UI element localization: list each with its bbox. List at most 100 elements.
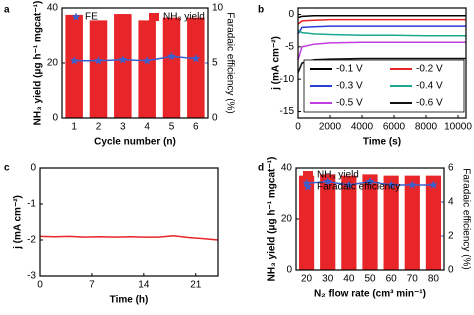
panel-label: d [258, 163, 264, 174]
x-tick-label: 5 [169, 122, 175, 133]
x-axis-title: N₂ flow rate (cm³ min⁻¹) [314, 289, 426, 300]
legend-swatch [303, 171, 313, 179]
legend-swatch [303, 182, 313, 191]
y-tick-label: -10 [280, 74, 295, 85]
x-tick-label: 14 [138, 280, 150, 291]
star-marker [302, 178, 311, 187]
bar [65, 14, 83, 118]
panel-label: a [4, 5, 10, 16]
legend-label: Faradaic efficiency [317, 182, 400, 193]
bar [404, 175, 420, 270]
panel-label: c [4, 163, 10, 174]
y2-tick-label: 10 [212, 3, 224, 14]
legend-label: -0.1 V [336, 64, 363, 75]
legend-label: -0.5 V [336, 98, 363, 109]
bar [187, 17, 205, 118]
series-line [297, 15, 466, 19]
y-tick-label: -15 [280, 106, 295, 117]
y-tick-label: 0 [30, 163, 36, 174]
series-line [297, 29, 466, 37]
y2-axis-title: Faradaic efficiency (%) [224, 12, 235, 114]
legend-label: -0.6 V [416, 98, 443, 109]
star-marker [365, 177, 375, 186]
legend-label: NH₃ yield [317, 170, 359, 181]
x-tick-label: 3 [120, 122, 126, 133]
x-axis-title: Cycle number (n) [94, 137, 176, 148]
series-line [297, 25, 466, 35]
plot-frame [297, 7, 467, 119]
y-tick-label: 40 [281, 163, 293, 174]
y-axis-title: NH₃ yield (μg h⁻¹ mgcat⁻¹) [33, 1, 44, 126]
y-tick-label: 20 [47, 58, 59, 69]
y-axis-title: j (mA cm⁻²) [13, 195, 24, 250]
star-marker [167, 51, 176, 60]
y-axis-title: j (mA cm⁻²) [271, 36, 282, 91]
x-tick-label: 8000 [415, 122, 438, 133]
x-tick-label: 80 [428, 274, 440, 285]
y-tick-label: -5 [285, 41, 294, 52]
y-tick-label: -2 [27, 235, 36, 246]
bar [383, 175, 399, 270]
y2-tick-label: 2 [448, 231, 454, 242]
x-tick-label: 0 [37, 280, 43, 291]
x-tick-label: 20 [301, 274, 313, 285]
plot-frame [295, 167, 445, 271]
y2-tick-label: 0 [212, 113, 218, 124]
legend-label: FE [85, 12, 98, 23]
legend-swatch [149, 13, 159, 21]
bar [425, 175, 442, 270]
x-tick-label: 0 [295, 122, 301, 133]
x-tick-label: 40 [343, 274, 355, 285]
y-tick-label: 0 [52, 113, 58, 124]
bar [362, 174, 378, 270]
x-tick-label: 4000 [351, 122, 374, 133]
bar [138, 20, 156, 118]
y-tick-label: 40 [47, 3, 59, 14]
legend-label: -0.4 V [416, 81, 443, 92]
legend-swatch [71, 12, 81, 21]
star-marker [386, 180, 396, 189]
x-tick-label: 6 [193, 122, 199, 133]
bar [341, 175, 357, 270]
x-tick-label: 4 [144, 122, 150, 133]
x-tick-label: 70 [407, 274, 419, 285]
legend-label: -0.2 V [416, 64, 443, 75]
plot-frame [39, 167, 219, 277]
y-tick-label: -1 [27, 199, 36, 210]
star-marker [323, 177, 332, 186]
x-tick-label: 7 [89, 280, 95, 291]
x-tick-label: 50 [364, 274, 376, 285]
y2-tick-label: 6 [448, 163, 454, 174]
y2-axis-title: Faradaic efficiency (%) [460, 168, 471, 270]
x-axis-title: Time (h) [110, 295, 149, 306]
bar [298, 175, 315, 270]
y-axis-title: NH₃ yield (μg h⁻¹ mgcat⁻¹) [267, 157, 278, 282]
y-tick-label: -3 [27, 271, 36, 282]
x-tick-label: 10000 [444, 122, 472, 133]
bar [162, 17, 181, 118]
x-tick-label: 21 [190, 280, 202, 291]
x-tick-label: 30 [322, 274, 334, 285]
y-tick-label: 0 [288, 9, 294, 20]
x-tick-label: 6000 [383, 122, 406, 133]
panel-label: b [258, 5, 264, 16]
star-marker [142, 56, 152, 65]
legend-label: NH₃ yield [163, 12, 205, 23]
x-tick-label: 2000 [319, 122, 342, 133]
y-tick-label: 20 [281, 214, 293, 225]
bar [114, 14, 132, 118]
x-tick-label: 60 [386, 274, 398, 285]
x-tick-label: 1 [71, 122, 77, 133]
series-line [39, 234, 219, 241]
bar [89, 20, 108, 118]
series-line [297, 41, 466, 61]
series-line [74, 55, 196, 62]
series-line [297, 18, 466, 25]
plot-frame [61, 7, 209, 119]
bar [320, 174, 336, 270]
star-marker [408, 180, 417, 189]
x-axis-title: Time (s) [363, 137, 401, 148]
star-marker [69, 56, 79, 65]
star-marker [344, 180, 354, 189]
star-marker [118, 55, 128, 64]
